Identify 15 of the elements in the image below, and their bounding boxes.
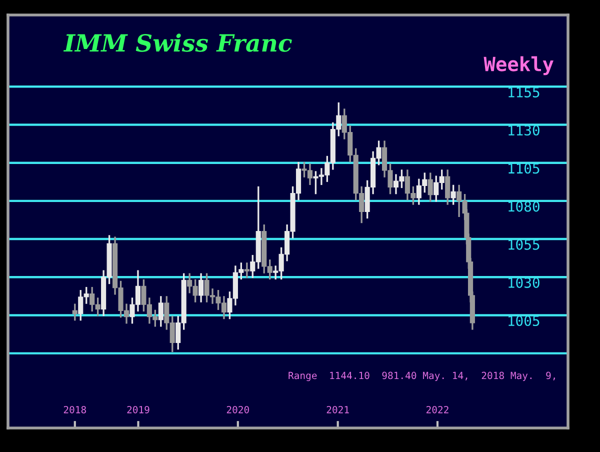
y-tick-label: 1155 [508,87,540,98]
y-tick-label: 1005 [508,316,540,326]
x-tick-label: 2022 [426,406,448,414]
y-tick-label: 1105 [508,163,540,174]
y-tick-label: 1055 [508,239,540,250]
x-tick-label: 2018 [64,406,86,414]
x-tick-label: 2019 [127,406,150,414]
y-tick-label: 1130 [508,125,540,136]
annotation: Weekly [484,56,554,76]
text: IMM Swiss Franc [63,34,292,52]
annotation: Range 1144.10 981.40 May. 14, 2018 May. 9, [288,372,555,382]
x-tick-label: 2020 [226,406,249,414]
y-tick-label: 1030 [508,277,540,288]
y-tick-label: 1080 [508,201,540,212]
x-tick-label: 2021 [326,406,349,414]
